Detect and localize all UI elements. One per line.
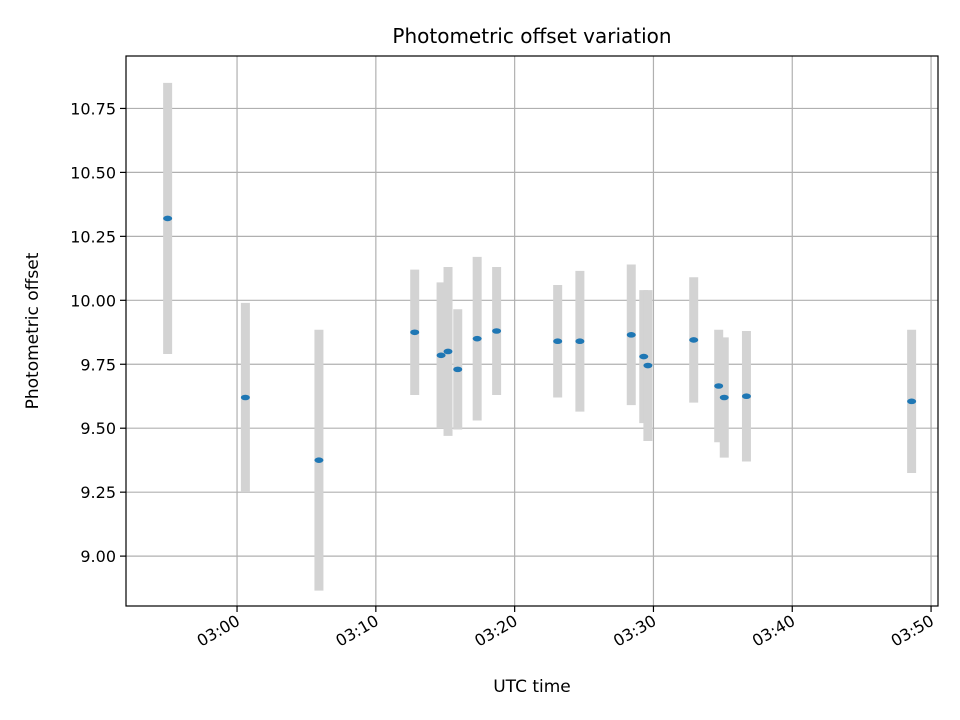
data-point: [553, 338, 563, 345]
y-tick-label: 9.00: [80, 547, 116, 566]
x-axis-label: UTC time: [493, 677, 571, 697]
y-tick-label: 10.50: [70, 163, 116, 182]
data-point: [643, 362, 653, 369]
data-point: [719, 394, 729, 401]
y-tick-label: 10.75: [70, 99, 116, 118]
x-tick-label: 03:40: [749, 611, 798, 651]
data-point: [741, 393, 751, 400]
data-points: [163, 215, 917, 463]
x-axis: 03:00 03:10 03:20 03:30 03:40 03:50: [194, 606, 937, 651]
y-axis: 9.00 9.25 9.50 9.75 10.00 10.25 10.50 10.75: [70, 99, 126, 566]
y-tick-label: 10.25: [70, 227, 116, 246]
data-point: [410, 329, 420, 336]
data-point: [443, 348, 453, 355]
data-point: [714, 383, 724, 389]
error-bars: [163, 82, 917, 591]
chart-title: Photometric offset variation: [392, 24, 671, 48]
data-point: [240, 394, 250, 401]
data-point: [626, 332, 636, 338]
plot-frame: [125, 55, 939, 607]
x-tick-label: 03:10: [332, 611, 381, 651]
y-axis-label: Photometric offset: [23, 252, 43, 409]
data-point: [492, 328, 502, 334]
x-tick-label: 03:50: [888, 611, 937, 651]
grid: [126, 56, 938, 606]
data-point: [689, 337, 699, 343]
data-point: [575, 338, 585, 345]
y-tick-label: 9.25: [80, 483, 116, 502]
data-point: [472, 335, 482, 342]
data-point: [639, 353, 649, 360]
data-point: [314, 457, 324, 463]
x-tick-label: 03:20: [471, 611, 520, 651]
y-tick-label: 9.50: [80, 419, 116, 438]
y-tick-label: 9.75: [80, 355, 116, 374]
data-point: [907, 398, 917, 405]
data-point: [163, 215, 173, 222]
data-point: [453, 366, 463, 373]
y-tick-label: 10.00: [70, 291, 116, 310]
x-tick-label: 03:30: [610, 611, 659, 651]
x-tick-label: 03:00: [194, 611, 243, 651]
data-point: [436, 352, 446, 359]
